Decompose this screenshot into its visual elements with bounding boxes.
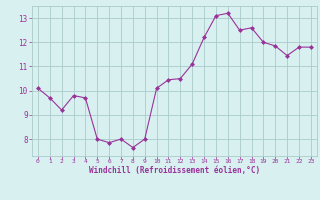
X-axis label: Windchill (Refroidissement éolien,°C): Windchill (Refroidissement éolien,°C): [89, 166, 260, 175]
